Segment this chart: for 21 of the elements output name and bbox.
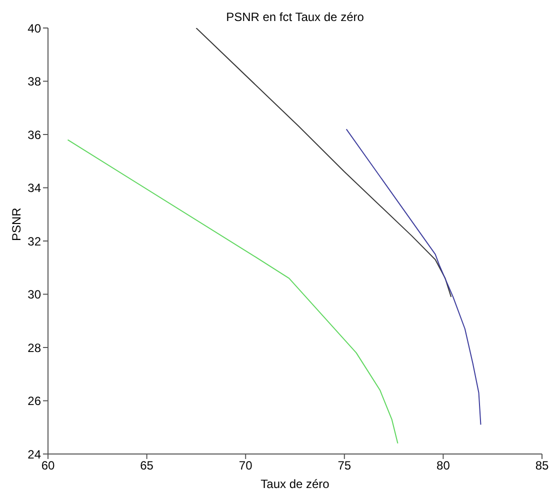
- x-tick-label: 65: [140, 458, 154, 473]
- x-tick-label: 80: [436, 458, 450, 473]
- y-tick-label: 30: [28, 288, 42, 302]
- y-tick-label: 40: [28, 21, 42, 36]
- y-tick-label: 24: [28, 447, 42, 462]
- x-axis-title: Taux de zéro: [260, 477, 330, 491]
- line-series: [346, 128, 482, 426]
- y-tick-label: 38: [28, 74, 42, 89]
- x-tick-label: 70: [238, 458, 253, 473]
- x-tick-label: 85: [535, 458, 549, 473]
- y-tick-label: 34: [28, 181, 42, 196]
- line-series: [67, 139, 398, 444]
- y-axis-title: PSNR: [9, 207, 24, 241]
- y-tick-label: 26: [28, 394, 42, 408]
- x-tick-label: 75: [338, 458, 352, 473]
- y-tick-label: 36: [28, 128, 42, 142]
- y-tick-label: 32: [28, 234, 42, 248]
- line-series: [196, 28, 452, 298]
- x-tick-label: 60: [41, 458, 55, 473]
- chart-title: PSNR en fct Taux de zéro: [225, 10, 365, 24]
- y-tick-label: 28: [28, 340, 42, 355]
